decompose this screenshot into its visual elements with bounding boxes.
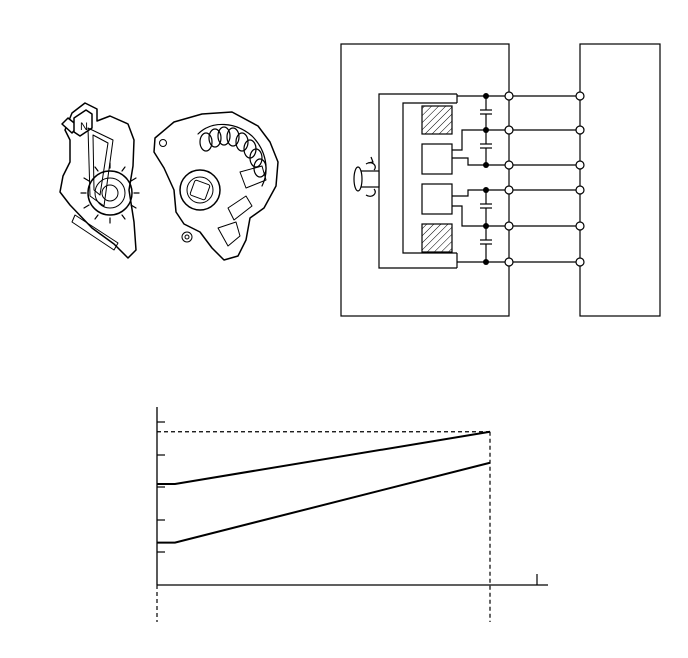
- y-axis-ticks: [157, 421, 165, 553]
- magnet-lower: [421, 223, 453, 253]
- junction-dots: [483, 93, 489, 265]
- series-line-2: [157, 461, 491, 544]
- sensor-housing-right: [153, 111, 279, 261]
- magnet-upper: [421, 105, 453, 135]
- connector-marking: N: [80, 121, 88, 133]
- circuit-schematic: [340, 43, 661, 317]
- terminals: [504, 91, 585, 267]
- sensor-housing-left: N: [59, 102, 140, 259]
- ecu-box: [579, 43, 661, 317]
- sensor-parts-illustration: N: [59, 102, 279, 261]
- series-line-1: [157, 430, 491, 485]
- capacitors: [480, 96, 492, 262]
- hall-element-2: [421, 183, 453, 215]
- magnet-yoke-inner: [402, 102, 457, 254]
- terminal-rows: [486, 95, 580, 263]
- hall-element-1: [421, 143, 453, 175]
- output-voltage-chart: [156, 407, 548, 622]
- sensor-box: [340, 43, 510, 317]
- chart-series: [157, 430, 491, 544]
- rotation-shaft-icon: [353, 156, 380, 197]
